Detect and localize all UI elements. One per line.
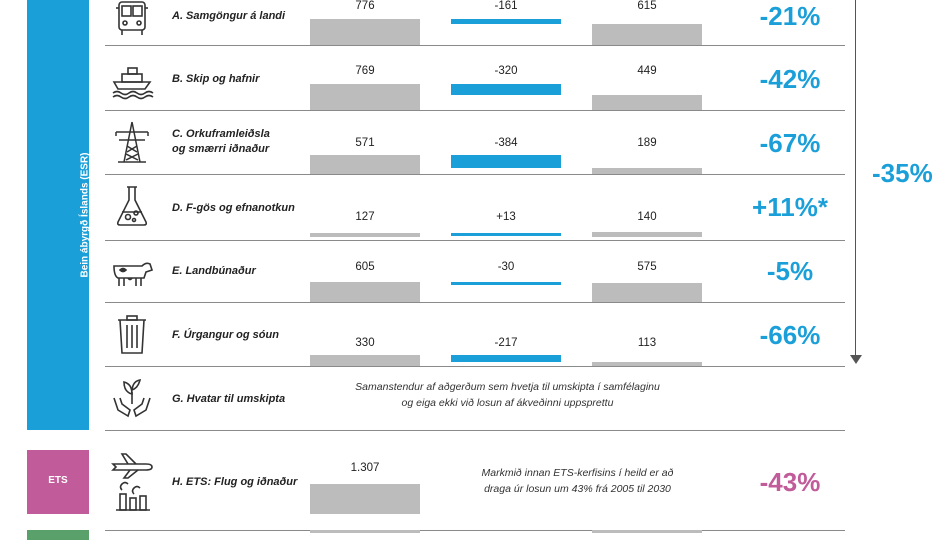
sector-label-c-line1: C. Orkuframleiðsla <box>172 128 270 140</box>
end-value-label: 189 <box>637 137 657 149</box>
start-value-label: 571 <box>355 137 375 149</box>
end-value-label: 140 <box>637 211 657 223</box>
h-note-line1: Markmið innan ETS-kerfisins í heild er a… <box>481 467 674 479</box>
percent-change-label: -42% <box>759 64 821 94</box>
plane-factory-icon <box>110 450 154 514</box>
percent-change-label: -67% <box>759 128 821 158</box>
change-value-bar <box>451 233 561 236</box>
change-value-bar <box>451 155 561 168</box>
sector-label-f: F. Úrgangur og sóun <box>172 329 279 341</box>
start-value-label: 330 <box>355 337 375 349</box>
row-divider <box>105 430 845 431</box>
start-value-label: 769 <box>355 65 375 77</box>
change-value-label: -30 <box>497 261 515 273</box>
start-value-bar <box>310 19 420 45</box>
start-value-bar <box>310 233 420 237</box>
esr-category-bar: Bein ábyrgð Íslands (ESR) <box>27 0 91 430</box>
start-value-label: 776 <box>355 0 375 12</box>
change-value-label: -217 <box>494 337 518 349</box>
sector-label-g: G. Hvatar til umskipta <box>172 393 286 405</box>
trash-can-icon <box>110 312 154 356</box>
start-value-label: 605 <box>355 261 375 273</box>
start-value-bar <box>310 484 420 514</box>
row-divider <box>105 366 845 367</box>
end-value-bar <box>592 95 702 110</box>
start-value-bar <box>310 84 420 110</box>
row-divider <box>105 174 845 175</box>
g-note-line2: og eiga ekki við losun af ákveðinni upps… <box>401 397 614 409</box>
flask-icon <box>110 184 154 228</box>
start-value-bar <box>310 530 420 533</box>
end-value-bar <box>592 530 702 533</box>
end-value-bar <box>592 283 702 302</box>
sector-label-d: D. F-gös og efnanotkun <box>172 202 295 214</box>
row-divider <box>105 240 845 241</box>
change-value-bar <box>451 355 561 362</box>
end-value-label: 575 <box>637 261 657 273</box>
row-divider <box>105 110 845 111</box>
row-divider <box>105 302 845 303</box>
ets-category-box: ETS <box>27 450 89 514</box>
end-value-bar <box>592 24 702 45</box>
start-value-bar <box>310 282 420 302</box>
end-value-label: 113 <box>637 337 657 349</box>
start-value-bar <box>310 155 420 174</box>
power-pylon-icon <box>110 120 154 164</box>
row-divider <box>105 530 845 531</box>
end-value-label: 449 <box>637 65 657 77</box>
ets-category-label: ETS <box>48 475 68 486</box>
sector-label-b: B. Skip og hafnir <box>172 73 260 85</box>
end-value-bar <box>592 232 702 237</box>
esr-category-label: Bein ábyrgð Íslands (ESR) <box>79 152 91 278</box>
ship-icon <box>110 56 154 100</box>
change-value-label: -161 <box>494 0 518 12</box>
total-change-label: -35% <box>872 158 933 188</box>
sector-label-a: A. Samgöngur á landi <box>172 10 286 22</box>
ets-percent-change-label: -43% <box>759 467 821 497</box>
total-arrow-line <box>855 0 856 356</box>
end-value-bar <box>592 168 702 174</box>
row-divider <box>105 45 845 46</box>
next-category-box <box>27 530 89 540</box>
total-arrow-head <box>850 355 862 364</box>
percent-change-label: -21% <box>759 1 821 31</box>
end-value-bar <box>592 362 702 366</box>
sector-label-e: E. Landbúnaður <box>172 265 256 277</box>
start-value-bar <box>310 355 420 366</box>
percent-change-label: +11%* <box>752 192 828 222</box>
start-value-label: 1.307 <box>350 462 380 474</box>
hands-plant-icon <box>110 376 154 420</box>
change-value-label: -320 <box>494 65 518 77</box>
sector-label-h: H. ETS: Flug og iðnaður <box>172 476 298 488</box>
change-value-bar <box>451 84 561 95</box>
percent-change-label: -66% <box>759 320 821 350</box>
change-value-bar <box>451 19 561 24</box>
percent-change-label: -5% <box>766 256 814 286</box>
h-note-line2: draga úr losun um 43% frá 2005 til 2030 <box>484 483 671 495</box>
cow-icon <box>110 250 154 294</box>
change-value-bar <box>451 282 561 285</box>
sector-label-c-line2: og smærri iðnaður <box>172 143 270 155</box>
g-note-line1: Samanstendur af aðgerðum sem hvetja til … <box>355 381 660 393</box>
start-value-label: 127 <box>355 211 375 223</box>
end-value-label: 615 <box>637 0 657 12</box>
change-value-label: +13 <box>496 211 516 223</box>
bus-icon <box>110 0 154 40</box>
change-value-label: -384 <box>494 137 518 149</box>
